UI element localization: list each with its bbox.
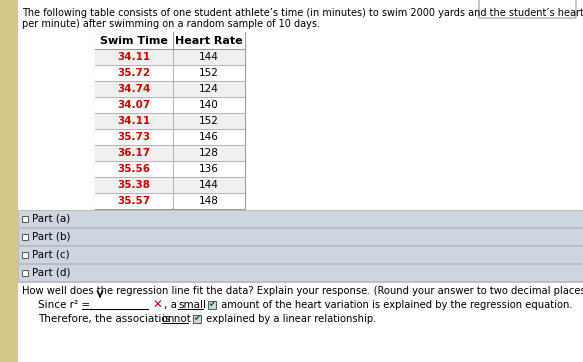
Text: 35.73: 35.73: [117, 132, 150, 142]
Text: The following table consists of one student athlete’s time (in minutes) to swim : The following table consists of one stud…: [22, 8, 583, 18]
Text: Part (b): Part (b): [32, 232, 71, 241]
Text: is not: is not: [162, 314, 191, 324]
Text: Heart Rate: Heart Rate: [175, 35, 243, 46]
Text: , a: , a: [164, 300, 177, 310]
Bar: [208, 301, 216, 309]
Bar: [22, 252, 28, 257]
Bar: [18, 228, 583, 245]
Bar: [95, 32, 245, 209]
Bar: [18, 246, 583, 263]
Text: 152: 152: [199, 68, 219, 78]
Bar: [22, 215, 28, 222]
Text: 35.57: 35.57: [117, 196, 150, 206]
Text: 124: 124: [199, 84, 219, 94]
Text: ✔: ✔: [194, 315, 201, 324]
Bar: [18, 210, 583, 227]
Text: 136: 136: [199, 164, 219, 174]
Bar: [95, 161, 245, 177]
Text: Swim Time: Swim Time: [100, 35, 168, 46]
Text: 34.11: 34.11: [117, 116, 150, 126]
Text: Since r² =: Since r² =: [38, 300, 90, 310]
Bar: [95, 97, 245, 113]
Text: Part (d): Part (d): [32, 268, 71, 278]
FancyBboxPatch shape: [479, 0, 576, 18]
Text: 34.07: 34.07: [117, 100, 150, 110]
Text: ✕: ✕: [153, 299, 163, 311]
Text: 152: 152: [199, 116, 219, 126]
Text: 148: 148: [199, 196, 219, 206]
Text: Part (a): Part (a): [32, 214, 70, 223]
Text: 34.11: 34.11: [117, 52, 150, 62]
Bar: [95, 113, 245, 129]
Text: explained by a linear relationship.: explained by a linear relationship.: [203, 314, 377, 324]
Bar: [0, 0, 18, 362]
Bar: [193, 315, 201, 323]
Bar: [95, 145, 245, 161]
Text: 35.72: 35.72: [117, 68, 150, 78]
Bar: [95, 129, 245, 145]
Bar: [95, 65, 245, 81]
Bar: [95, 177, 245, 193]
Text: 144: 144: [199, 180, 219, 190]
Text: 35.38: 35.38: [118, 180, 150, 190]
Text: 35.56: 35.56: [118, 164, 150, 174]
Bar: [95, 49, 245, 65]
Text: ✔: ✔: [209, 300, 216, 310]
Text: Therefore, the association: Therefore, the association: [38, 314, 174, 324]
Bar: [22, 269, 28, 275]
Text: 34.74: 34.74: [117, 84, 150, 94]
Bar: [95, 32, 245, 49]
Text: per minute) after swimming on a random sample of 10 days.: per minute) after swimming on a random s…: [22, 19, 320, 29]
Bar: [22, 233, 28, 240]
Text: How well does the regression line fit the data? Explain your response. (Round yo: How well does the regression line fit th…: [22, 286, 583, 296]
Text: Part (c): Part (c): [32, 249, 69, 260]
Bar: [95, 193, 245, 209]
Text: 146: 146: [199, 132, 219, 142]
Bar: [18, 264, 583, 281]
Text: 128: 128: [199, 148, 219, 158]
Text: 36.17: 36.17: [117, 148, 150, 158]
Text: amount of the heart variation is explained by the regression equation.: amount of the heart variation is explain…: [218, 300, 573, 310]
Text: 140: 140: [199, 100, 219, 110]
Text: 144: 144: [199, 52, 219, 62]
Text: small: small: [178, 300, 206, 310]
Bar: [95, 81, 245, 97]
